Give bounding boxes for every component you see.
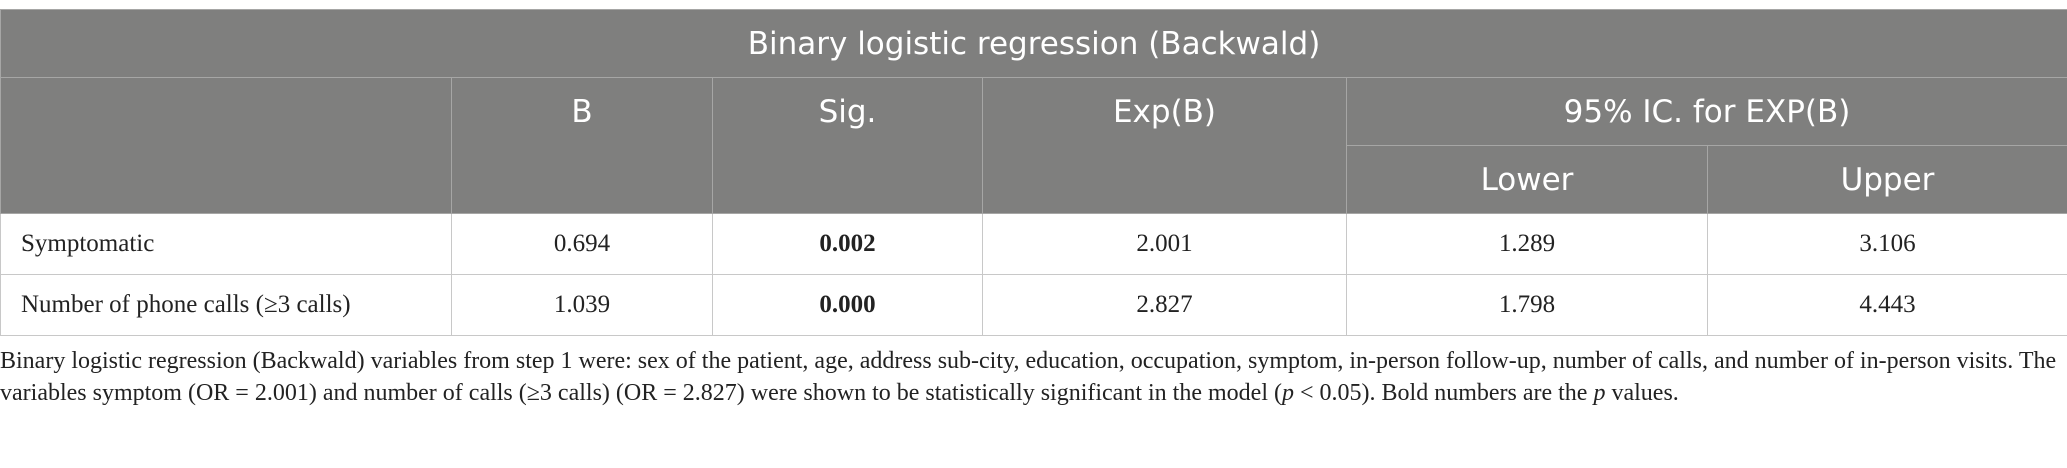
header-cell: Sig. <box>712 77 983 214</box>
header-cell <box>0 77 452 214</box>
cell: 0.000 <box>712 274 983 336</box>
subheader-cell: Upper <box>1706 145 2067 214</box>
footnote-text: Binary logistic regression (Backwald) va… <box>0 348 2057 406</box>
cell: 1.289 <box>1346 213 1708 275</box>
footnote: Binary logistic regression (Backwald) va… <box>0 345 2060 409</box>
cell: 0.694 <box>451 213 713 275</box>
footnote-text: values. <box>1605 380 1679 406</box>
footnote-italic: p <box>1593 380 1606 406</box>
footnote-italic: p <box>1281 380 1294 406</box>
header-cell: 95% IC. for EXP(B) <box>1345 77 2067 146</box>
cell: 1.039 <box>451 274 713 336</box>
header-cell: B <box>451 77 713 214</box>
footnote-text: < 0.05). Bold numbers are the <box>1293 380 1594 406</box>
cell: 2.001 <box>982 213 1347 275</box>
cell: 4.443 <box>1706 274 2067 336</box>
table-title: Binary logistic regression (Backwald) <box>0 9 2067 78</box>
row-label: Number of phone calls (≥3 calls) <box>0 274 452 336</box>
cell: 3.106 <box>1706 213 2067 275</box>
cell: 1.798 <box>1346 274 1708 336</box>
header-cell: Exp(B) <box>982 77 1347 214</box>
cell: 2.827 <box>982 274 1347 336</box>
cell: 0.002 <box>712 213 983 275</box>
row-label: Symptomatic <box>0 213 452 275</box>
subheader-cell: Lower <box>1346 145 1708 214</box>
results-table: Binary logistic regression (Backwald) B … <box>0 9 2067 336</box>
